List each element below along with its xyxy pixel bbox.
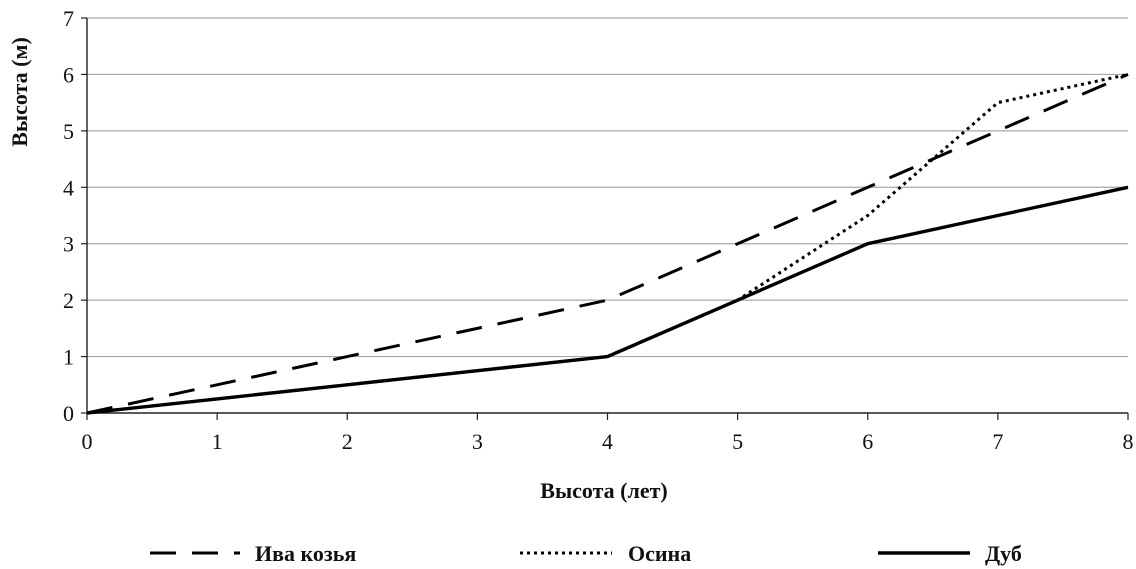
legend-label-0: Ива козья: [255, 541, 356, 566]
y-tick-label: 4: [63, 175, 74, 200]
x-tick-label: 4: [602, 429, 613, 454]
legend-item-1: Осина: [520, 541, 691, 566]
series-line-0: [86, 73, 1129, 415]
y-tick-label: 7: [63, 6, 74, 31]
x-tick-label: 0: [82, 429, 93, 454]
x-tick-label: 1: [212, 429, 223, 454]
gridlines: [87, 17, 1128, 358]
y-tick-label: 5: [63, 119, 74, 144]
legend-item-2: Дуб: [878, 541, 1022, 566]
y-tick-label: 3: [63, 232, 74, 257]
legend-label-1: Осина: [628, 541, 691, 566]
y-tick-label: 6: [63, 62, 74, 87]
y-tick-label: 1: [63, 345, 74, 370]
y-axis-title: Высота (м): [7, 37, 32, 147]
x-tick-label: 7: [992, 429, 1003, 454]
series-lines: [86, 72, 1129, 415]
y-tick-labels: 0 1 2 3 4 5 6 7: [63, 6, 74, 426]
x-tick-label: 3: [472, 429, 483, 454]
legend-item-0: Ива козья: [150, 541, 356, 566]
x-tick-label: 2: [342, 429, 353, 454]
series-line-2: [86, 185, 1129, 415]
axes: [81, 17, 1129, 420]
x-axis-title: Высота (лет): [540, 478, 667, 503]
legend-label-2: Дуб: [985, 541, 1022, 566]
x-tick-label: 6: [862, 429, 873, 454]
x-tick-label: 5: [732, 429, 743, 454]
x-tick-labels: 0 1 2 3 4 5 6 7 8: [82, 429, 1134, 454]
legend: Ива козья Осина Дуб: [150, 541, 1022, 566]
x-tick-label: 8: [1123, 429, 1134, 454]
y-tick-label: 0: [63, 401, 74, 426]
y-tick-label: 2: [63, 288, 74, 313]
